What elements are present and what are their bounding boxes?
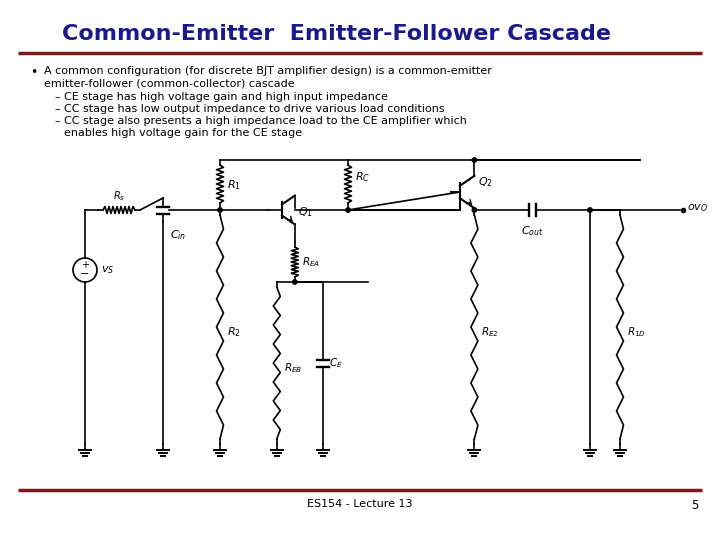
Text: −: −: [81, 269, 90, 279]
Text: $R_{E2}$: $R_{E2}$: [482, 325, 499, 339]
Text: CC stage has low output impedance to drive various load conditions: CC stage has low output impedance to dri…: [64, 104, 445, 114]
Text: emitter-follower (common-collector) cascade: emitter-follower (common-collector) casc…: [44, 78, 294, 88]
Text: CC stage also presents a high impedance load to the CE amplifier which: CC stage also presents a high impedance …: [64, 116, 467, 126]
Text: •: •: [30, 66, 37, 79]
Text: $C_{out}$: $C_{out}$: [521, 224, 544, 238]
Text: A common configuration (for discrete BJT amplifier design) is a common-emitter: A common configuration (for discrete BJT…: [44, 66, 492, 76]
Text: $Q_2$: $Q_2$: [478, 175, 493, 189]
Text: enables high voltage gain for the CE stage: enables high voltage gain for the CE sta…: [64, 128, 302, 138]
Text: 5: 5: [690, 499, 698, 512]
Text: CE stage has high voltage gain and high input impedance: CE stage has high voltage gain and high …: [64, 92, 388, 102]
Circle shape: [472, 208, 477, 212]
Text: $R_{EB}$: $R_{EB}$: [284, 361, 302, 375]
Circle shape: [218, 208, 222, 212]
Text: $R_C$: $R_C$: [355, 170, 370, 184]
Text: $v_S$: $v_S$: [101, 264, 114, 276]
Text: $Q_1$: $Q_1$: [298, 205, 312, 219]
Text: $R_s$: $R_s$: [113, 189, 125, 203]
Circle shape: [472, 158, 477, 162]
Circle shape: [346, 208, 350, 212]
Text: Common-Emitter  Emitter-Follower Cascade: Common-Emitter Emitter-Follower Cascade: [62, 24, 611, 44]
Text: $R_{EA}$: $R_{EA}$: [302, 255, 320, 269]
Text: $C_E$: $C_E$: [329, 356, 343, 370]
Text: –: –: [54, 104, 60, 114]
Text: $R_1$: $R_1$: [227, 178, 241, 192]
Text: –: –: [54, 92, 60, 102]
Text: $ov_O$: $ov_O$: [687, 202, 708, 214]
Text: $R_2$: $R_2$: [227, 325, 241, 339]
Text: +: +: [81, 260, 89, 270]
Text: –: –: [54, 116, 60, 126]
Text: ES154 - Lecture 13: ES154 - Lecture 13: [307, 499, 413, 509]
Circle shape: [292, 280, 297, 284]
Text: $R_{1D}$: $R_{1D}$: [627, 325, 646, 339]
Circle shape: [588, 208, 593, 212]
Text: $C_{in}$: $C_{in}$: [170, 228, 186, 242]
